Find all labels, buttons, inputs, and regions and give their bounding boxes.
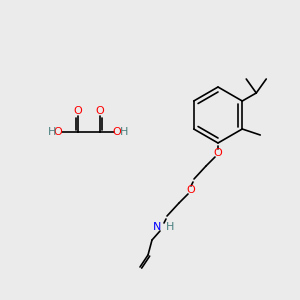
Text: O: O xyxy=(54,127,62,137)
Text: H: H xyxy=(120,127,128,137)
Text: N: N xyxy=(153,222,161,232)
Text: O: O xyxy=(96,106,104,116)
Text: O: O xyxy=(187,185,195,195)
Text: O: O xyxy=(74,106,82,116)
Text: H: H xyxy=(48,127,56,137)
Text: O: O xyxy=(214,148,222,158)
Text: O: O xyxy=(112,127,122,137)
Text: H: H xyxy=(166,222,174,232)
